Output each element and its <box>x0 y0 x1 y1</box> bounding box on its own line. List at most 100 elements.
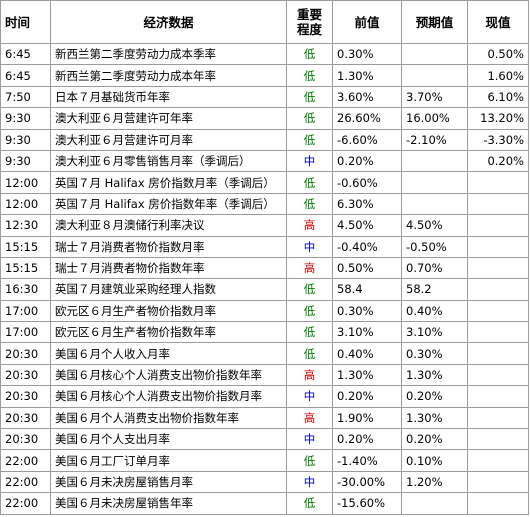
row-previous: 4.50% <box>332 214 402 237</box>
row-importance: 低 <box>286 85 333 109</box>
row-previous: -6.60% <box>332 128 402 151</box>
row-actual: 13.20% <box>467 107 529 130</box>
table-row: 17:00 欧元区６月生产者物价指数月率低 0.30% 0.40% <box>0 299 529 323</box>
row-time: 20:30 <box>0 385 51 408</box>
table-row: 22:00 美国６月未决房屋销售年率低 -15.60% <box>0 492 529 515</box>
row-importance: 中 <box>286 428 333 451</box>
table-row: 20:30 美国６月个人收入月率低 0.40% 0.30% <box>0 342 529 365</box>
row-previous: -1.40% <box>332 449 402 472</box>
row-time: 22:00 <box>0 470 51 494</box>
row-previous: -0.40% <box>332 235 402 258</box>
row-previous: -30.00% <box>332 470 402 494</box>
row-time: 6:45 <box>0 64 51 87</box>
row-actual: 1.60% <box>467 64 529 87</box>
row-time: 6:45 <box>0 42 51 66</box>
row-importance: 低 <box>286 107 333 130</box>
table-row: 6:45 新西兰第二季度劳动力成本年率低 1.30% 1.60% <box>0 64 529 87</box>
row-forecast: 1.30% <box>401 406 468 430</box>
row-actual <box>467 406 529 430</box>
row-time: 20:30 <box>0 342 51 365</box>
row-forecast: 0.10% <box>401 449 468 472</box>
row-actual <box>467 363 529 387</box>
row-importance: 低 <box>286 449 333 472</box>
row-actual <box>467 171 529 194</box>
row-time: 16:30 <box>0 278 51 301</box>
row-importance: 低 <box>286 342 333 365</box>
row-time: 12:30 <box>0 214 51 237</box>
row-event: 欧元区６月生产者物价指数月率 <box>50 299 287 323</box>
row-importance: 低 <box>286 492 333 515</box>
row-actual <box>467 492 529 515</box>
row-previous: 1.90% <box>332 406 402 430</box>
row-time: 12:00 <box>0 171 51 194</box>
row-time: 17:00 <box>0 299 51 323</box>
row-previous: 1.30% <box>332 363 402 387</box>
row-time: 22:00 <box>0 449 51 472</box>
row-actual <box>467 321 529 344</box>
row-event: 英国７月 Halifax 房价指数年率（季调后） <box>50 192 287 216</box>
row-event: 美国６月未决房屋销售月率 <box>50 470 287 494</box>
row-forecast: 1.30% <box>401 363 468 387</box>
row-importance: 低 <box>286 321 333 344</box>
row-event: 日本７月基础货币年率 <box>50 85 287 109</box>
table-row: 7:50 日本７月基础货币年率低 3.60% 3.70% 6.10% <box>0 85 529 109</box>
row-event: 澳大利亚６月营建许可月率 <box>50 128 287 151</box>
table-row: 15:15 瑞士７月消费者物价指数年率高 0.50% 0.70% <box>0 256 529 280</box>
row-previous: 0.20% <box>332 385 402 408</box>
row-previous: 6.30% <box>332 192 402 216</box>
table-row: 20:30 美国６月个人支出月率中 0.20% 0.20% <box>0 428 529 451</box>
row-importance: 高 <box>286 406 333 430</box>
row-importance: 中 <box>286 385 333 408</box>
row-importance: 低 <box>286 42 333 66</box>
table-row: 22:00 美国６月工厂订单月率低 -1.40% 0.10% <box>0 449 529 472</box>
row-actual <box>467 299 529 323</box>
row-forecast: -0.50% <box>401 235 468 258</box>
row-previous: 0.20% <box>332 428 402 451</box>
row-importance: 低 <box>286 128 333 151</box>
header-importance: 重要 程度 <box>286 0 333 44</box>
row-actual <box>467 385 529 408</box>
row-importance: 低 <box>286 299 333 323</box>
table-row: 9:30 澳大利亚６月营建许可月率低 -6.60% -2.10% -3.30% <box>0 128 529 151</box>
table-row: 16:30 英国７月建筑业采购经理人指数低 58.4 58.2 <box>0 278 529 301</box>
row-importance: 高 <box>286 363 333 387</box>
row-actual: 6.10% <box>467 85 529 109</box>
row-actual <box>467 278 529 301</box>
row-time: 9:30 <box>0 107 51 130</box>
row-time: 20:30 <box>0 406 51 430</box>
row-actual <box>467 428 529 451</box>
row-event: 美国６月个人消费支出物价指数年率 <box>50 406 287 430</box>
row-importance: 低 <box>286 278 333 301</box>
row-forecast: 0.20% <box>401 385 468 408</box>
row-importance: 高 <box>286 256 333 280</box>
table-row: 9:30 澳大利亚６月零售销售月率（季调后）中 0.20% 0.20% <box>0 149 529 173</box>
row-forecast <box>401 149 468 173</box>
row-forecast: 0.20% <box>401 428 468 451</box>
row-time: 20:30 <box>0 363 51 387</box>
table-row: 15:15 瑞士７月消费者物价指数月率中 -0.40% -0.50% <box>0 235 529 258</box>
row-actual: 0.20% <box>467 149 529 173</box>
row-previous: 0.30% <box>332 299 402 323</box>
row-forecast: 3.10% <box>401 321 468 344</box>
row-actual: -3.30% <box>467 128 529 151</box>
row-forecast: 1.20% <box>401 470 468 494</box>
row-event: 澳大利亚６月零售销售月率（季调后） <box>50 149 287 173</box>
row-actual <box>467 449 529 472</box>
row-previous: 0.20% <box>332 149 402 173</box>
row-event: 美国６月未决房屋销售年率 <box>50 492 287 515</box>
row-importance: 低 <box>286 64 333 87</box>
table-row: 17:00 欧元区６月生产者物价指数年率低 3.10% 3.10% <box>0 321 529 344</box>
row-event: 美国６月核心个人消费支出物价指数年率 <box>50 363 287 387</box>
row-previous: 3.10% <box>332 321 402 344</box>
row-actual: 0.50% <box>467 42 529 66</box>
row-forecast: 0.70% <box>401 256 468 280</box>
table-row: 6:45 新西兰第二季度劳动力成本季率低 0.30% 0.50% <box>0 42 529 66</box>
row-time: 7:50 <box>0 85 51 109</box>
table-row: 20:30 美国６月个人消费支出物价指数年率高 1.90% 1.30% <box>0 406 529 430</box>
table-row: 9:30 澳大利亚６月营建许可年率低 26.60% 16.00% 13.20% <box>0 107 529 130</box>
table-row: 20:30 美国６月核心个人消费支出物价指数月率中 0.20% 0.20% <box>0 385 529 408</box>
row-previous: 1.30% <box>332 64 402 87</box>
row-importance: 中 <box>286 470 333 494</box>
row-time: 22:00 <box>0 492 51 515</box>
